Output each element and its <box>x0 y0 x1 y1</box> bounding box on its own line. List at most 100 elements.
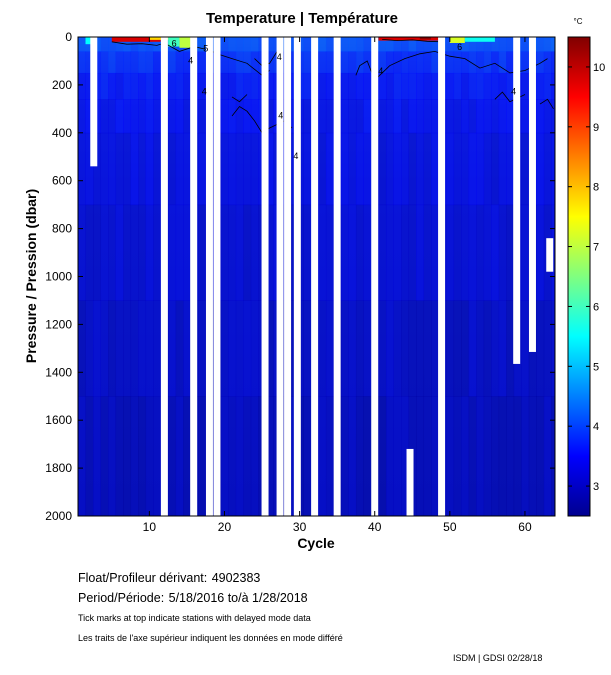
profile-cell <box>385 300 394 397</box>
profile-cell <box>78 37 87 52</box>
profile-cell <box>325 396 334 516</box>
profile-cell <box>153 51 162 74</box>
profile-cell <box>108 99 117 134</box>
profile-cell <box>123 72 132 100</box>
profile-cell <box>483 99 492 134</box>
profile-cell <box>468 37 477 52</box>
colorbar-gradient <box>567 36 591 517</box>
profile-cell <box>401 51 410 74</box>
contour-label: 6 <box>172 39 177 49</box>
profile-cell <box>145 72 154 100</box>
profile-cell <box>468 51 477 74</box>
profile-cell <box>506 37 515 52</box>
profile-cell <box>235 72 244 100</box>
profile-cell <box>220 51 229 74</box>
profile-cell <box>123 204 132 301</box>
profile-cell <box>145 132 154 206</box>
profile-cell <box>468 300 477 397</box>
profile-cell <box>115 300 124 397</box>
profile-cell <box>408 72 417 100</box>
profile-cell <box>250 204 259 301</box>
profile-cell <box>543 51 552 74</box>
profile-cell <box>446 51 455 74</box>
profile-cell <box>325 99 334 134</box>
profile-cell <box>235 99 244 134</box>
profile-cell <box>551 396 555 516</box>
profile-cell <box>491 132 500 206</box>
profile-cell <box>228 132 237 206</box>
profile-cell <box>491 300 500 397</box>
profile-cell <box>536 99 545 134</box>
profile-cell <box>423 300 432 397</box>
profile-cell <box>175 396 184 516</box>
profile-cell <box>123 99 132 134</box>
profile-cell <box>138 37 147 52</box>
profile-cell <box>461 51 470 74</box>
profile-cell <box>423 396 432 516</box>
period-label: Period/Période: <box>78 591 165 605</box>
profile-cell <box>108 37 117 52</box>
profile-cell <box>100 204 109 301</box>
profile-cell <box>401 37 410 52</box>
profile-cell <box>288 72 297 100</box>
profile-cell <box>85 204 94 301</box>
colorbar-tick-label: 10 <box>593 62 605 74</box>
profile-cell <box>453 72 462 100</box>
profile-cell <box>408 51 417 74</box>
profile-cell <box>175 300 184 397</box>
profile-cell <box>130 37 139 52</box>
note-french: Les traits de l'axe supérieur indiquent … <box>78 633 343 643</box>
isotherm-contour <box>539 98 554 110</box>
profile-cell <box>446 99 455 134</box>
profile-cell <box>220 99 229 134</box>
profile-cell <box>355 72 364 100</box>
profile-cell <box>100 37 109 52</box>
profile-cell <box>108 72 117 100</box>
warm-surface-layer <box>419 37 432 40</box>
profile-cell <box>183 72 192 100</box>
profile-cell <box>115 72 124 100</box>
profile-cell <box>325 300 334 397</box>
y-tick-label: 200 <box>52 78 72 92</box>
profile-cell <box>108 132 117 206</box>
profile-cell <box>250 396 259 516</box>
contour-label: 4 <box>293 151 298 161</box>
missing-profile-gap <box>546 238 554 272</box>
profile-cell <box>130 204 139 301</box>
profile-cell <box>265 72 274 100</box>
profile-cell <box>145 51 154 74</box>
warm-surface-layer <box>111 37 161 42</box>
profile-cell <box>348 51 357 74</box>
profile-cell <box>385 396 394 516</box>
profile-cell <box>453 132 462 206</box>
profile-cell <box>138 396 147 516</box>
profile-cell <box>483 396 492 516</box>
profile-cell <box>265 99 274 134</box>
warm-surface-layer <box>464 37 495 42</box>
profile-cell <box>138 300 147 397</box>
profile-cell <box>506 204 515 301</box>
profile-cell <box>100 99 109 134</box>
y-tick-label: 1800 <box>45 461 72 475</box>
profile-cell <box>93 396 102 516</box>
profile-cell <box>551 51 555 74</box>
profile-cell <box>363 37 372 52</box>
profile-cell <box>115 396 124 516</box>
y-tick-label: 600 <box>52 174 72 188</box>
profile-cell <box>153 300 162 397</box>
profile-cell <box>340 300 349 397</box>
profile-cell <box>138 51 147 74</box>
period-info: Period/Période: 5/18/2016 to/à 1/28/2018 <box>78 589 308 607</box>
x-tick-label: 20 <box>218 520 232 534</box>
profile-cell <box>483 204 492 301</box>
profile-cell <box>536 51 545 74</box>
profile-cell <box>198 72 207 100</box>
profile-cell <box>138 204 147 301</box>
missing-profile-gap <box>90 37 98 167</box>
profile-cell <box>521 51 530 74</box>
profile-cell <box>145 204 154 301</box>
profile-cell <box>108 300 117 397</box>
profile-cell <box>393 300 402 397</box>
profile-cell <box>235 132 244 206</box>
